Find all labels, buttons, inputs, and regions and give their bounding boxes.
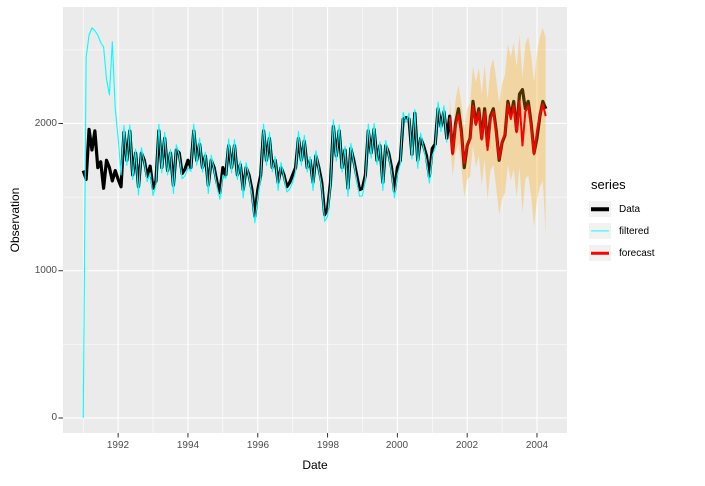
- panel-background: [63, 7, 567, 433]
- x-axis-title: Date: [302, 458, 328, 472]
- y-tick-label-0: 0: [51, 412, 57, 423]
- legend-key-forecast: [589, 245, 611, 261]
- legend-label-forecast: forecast: [619, 247, 655, 259]
- forecast-line-swatch: [591, 251, 609, 255]
- legend-key-data: [589, 201, 611, 217]
- x-tick-label-1992: 1992: [106, 440, 130, 451]
- legend-label-data: Data: [619, 203, 641, 215]
- x-tick-label-1998: 1998: [316, 440, 340, 451]
- x-tick-label-2002: 2002: [455, 440, 479, 451]
- legend-item-filtered: filtered: [589, 223, 655, 239]
- filtered-series-line: [82, 27, 448, 418]
- x-tick-label-1996: 1996: [246, 440, 270, 451]
- forecast-confidence-band: [449, 27, 546, 234]
- legend: series Data filtered forecast: [589, 177, 655, 267]
- filtered-line-swatch: [591, 230, 609, 232]
- x-tick-label-2004: 2004: [525, 440, 549, 451]
- legend-label-filtered: filtered: [619, 225, 650, 237]
- x-tick-label-1994: 1994: [176, 440, 200, 451]
- legend-key-filtered: [589, 223, 611, 239]
- y-tick-label-2000: 2000: [34, 118, 57, 129]
- forecast-series-line: [448, 100, 547, 165]
- legend-title: series: [591, 177, 626, 192]
- legend-item-data: Data: [589, 201, 655, 217]
- data-line-swatch: [591, 207, 609, 211]
- legend-item-forecast: forecast: [589, 245, 655, 261]
- x-tick-label-2000: 2000: [385, 440, 409, 451]
- y-tick-label-1000: 1000: [34, 265, 57, 276]
- y-axis-title: Observation: [8, 187, 22, 253]
